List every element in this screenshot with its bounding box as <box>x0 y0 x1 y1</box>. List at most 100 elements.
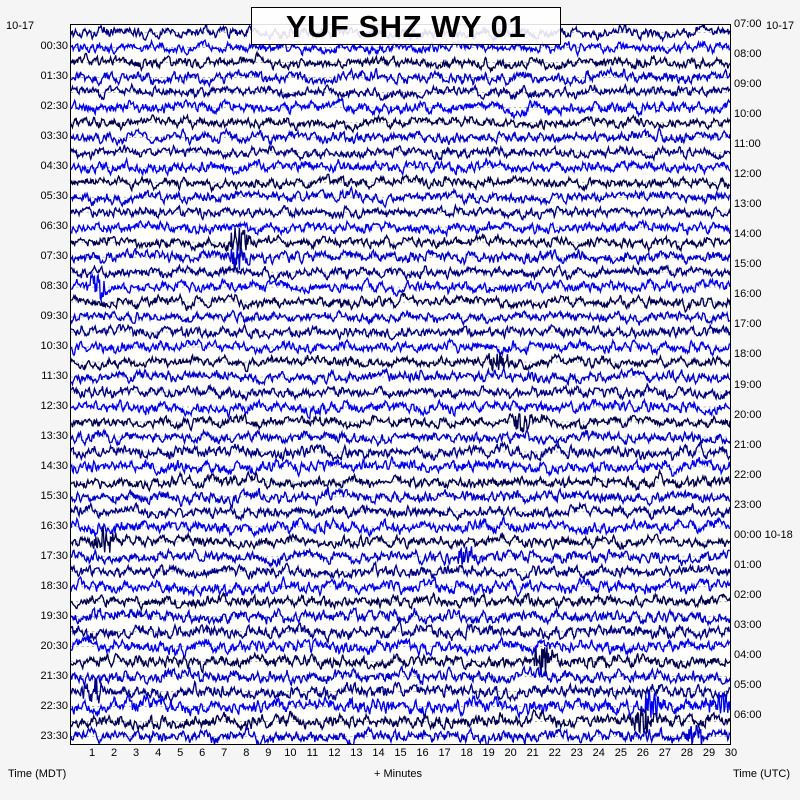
x-tick-26: 26 <box>636 747 649 759</box>
trace-line <box>71 368 730 384</box>
x-tick-24: 24 <box>592 747 605 759</box>
trace-line <box>71 115 730 132</box>
x-tick-3: 3 <box>133 747 140 759</box>
trace-line <box>71 293 730 312</box>
y-tick-left-1: 01:30 <box>40 69 68 82</box>
y-tick-left-17: 17:30 <box>40 550 68 563</box>
trace-line <box>71 636 730 657</box>
x-tick-19: 19 <box>482 747 495 759</box>
y-tick-right-1: 08:00 <box>734 48 762 61</box>
y-tick-left-23: 23:30 <box>40 730 68 743</box>
corner-date-right: 10-17 <box>766 20 795 32</box>
trace-line <box>71 692 730 719</box>
x-tick-23: 23 <box>570 747 583 759</box>
y-tick-right-22: 05:00 <box>734 678 762 691</box>
trace-line <box>71 205 730 219</box>
trace-line <box>71 517 730 536</box>
y-tick-right-3: 10:00 <box>734 108 762 121</box>
trace-line <box>71 487 730 507</box>
minutes-axis: 1 2 3 4 5 6 7 8 9 10 11 12 13 14 15 16 17 18 19 20 21 22 23 24 2… <box>0 747 800 767</box>
y-tick-left-3: 03:30 <box>40 129 68 142</box>
y-tick-right-2: 09:00 <box>734 78 762 91</box>
trace-line <box>71 442 730 461</box>
x-tick-18: 18 <box>460 747 473 759</box>
y-tick-left-2: 02:30 <box>40 99 68 112</box>
x-tick-16: 16 <box>416 747 429 759</box>
bottom-axis-caption: + Minutes <box>374 768 422 780</box>
trace-line <box>71 384 730 400</box>
y-tick-left-22: 22:30 <box>40 700 68 713</box>
y-tick-left-19: 19:30 <box>40 610 68 623</box>
x-tick-27: 27 <box>658 747 672 759</box>
x-tick-22: 22 <box>548 747 561 759</box>
trace-line <box>71 414 730 432</box>
y-tick-right-14: 21:00 <box>734 438 762 451</box>
y-tick-right-17: 00:00 10-18 <box>734 528 793 541</box>
right-axis-caption: Time (UTC) <box>733 768 791 780</box>
y-tick-left-21: 21:30 <box>40 670 68 683</box>
y-tick-left-9: 09:30 <box>40 309 68 322</box>
y-tick-right-23: 06:00 <box>734 708 762 721</box>
x-tick-9: 9 <box>265 747 272 759</box>
x-tick-4: 4 <box>155 747 162 759</box>
trace-line <box>71 352 730 371</box>
x-tick-15: 15 <box>394 747 407 759</box>
y-tick-right-16: 23:00 <box>734 498 762 511</box>
y-tick-right-8: 15:00 <box>734 258 762 271</box>
y-tick-left-18: 18:30 <box>40 580 68 593</box>
x-tick-10: 10 <box>284 747 297 759</box>
y-tick-left-0: 00:30 <box>40 39 68 52</box>
x-tick-17: 17 <box>438 747 451 759</box>
trace-line <box>71 68 730 86</box>
trace-line <box>71 98 730 118</box>
x-tick-8: 8 <box>243 747 250 759</box>
y-tick-left-15: 15:30 <box>40 490 68 503</box>
station-title-box: YUF SHZ WY 01 <box>251 7 561 45</box>
seismogram-plot-area[interactable] <box>70 24 731 745</box>
y-tick-right-11: 18:00 <box>734 348 762 361</box>
trace-line <box>71 221 730 236</box>
trace-line <box>71 725 730 744</box>
trace-line <box>71 527 730 552</box>
trace-line <box>71 187 730 207</box>
y-tick-right-15: 22:00 <box>734 468 762 481</box>
y-tick-right-9: 16:00 <box>734 288 762 301</box>
trace-canvas <box>71 25 730 744</box>
trace-line <box>71 399 730 419</box>
trace-line <box>71 503 730 520</box>
x-tick-12: 12 <box>328 747 341 759</box>
y-tick-left-20: 20:30 <box>40 640 68 653</box>
y-tick-left-11: 11:30 <box>41 369 68 382</box>
trace-line <box>71 667 730 685</box>
trace-line <box>71 159 730 175</box>
trace-line <box>71 546 730 566</box>
trace-line <box>71 621 730 642</box>
y-tick-right-20: 03:00 <box>734 618 762 631</box>
x-tick-14: 14 <box>372 747 385 759</box>
x-tick-13: 13 <box>350 747 363 759</box>
left-axis-caption: Time (MDT) <box>8 768 67 780</box>
y-tick-left-14: 14:30 <box>40 460 68 473</box>
x-tick-7: 7 <box>221 747 228 759</box>
y-tick-right-21: 04:00 <box>734 648 762 661</box>
x-tick-5: 5 <box>177 747 184 759</box>
trace-line <box>71 457 730 476</box>
y-tick-right-13: 20:00 <box>734 408 762 421</box>
y-tick-right-0: 07:00 <box>734 18 762 30</box>
trace-line <box>71 471 730 491</box>
trace-line <box>71 593 730 610</box>
x-tick-28: 28 <box>680 747 694 759</box>
left-time-axis: 00:30 01:30 02:30 03:30 04:30 05:30 06:30 07:30… <box>0 0 68 800</box>
trace-line <box>71 129 730 145</box>
y-tick-left-7: 07:30 <box>40 249 68 262</box>
y-tick-left-8: 08:30 <box>40 279 68 292</box>
y-tick-right-6: 13:00 <box>734 198 762 211</box>
trace-line <box>71 145 730 160</box>
trace-line <box>71 52 730 71</box>
trace-line <box>71 340 730 356</box>
trace-line <box>71 174 730 191</box>
trace-line <box>71 430 730 445</box>
x-tick-21: 21 <box>526 747 539 759</box>
y-tick-left-4: 04:30 <box>40 159 68 172</box>
trace-line <box>71 275 730 300</box>
